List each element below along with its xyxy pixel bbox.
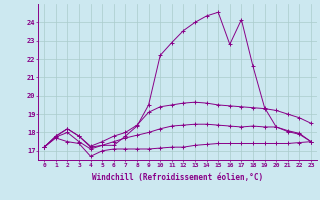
X-axis label: Windchill (Refroidissement éolien,°C): Windchill (Refroidissement éolien,°C) [92,173,263,182]
